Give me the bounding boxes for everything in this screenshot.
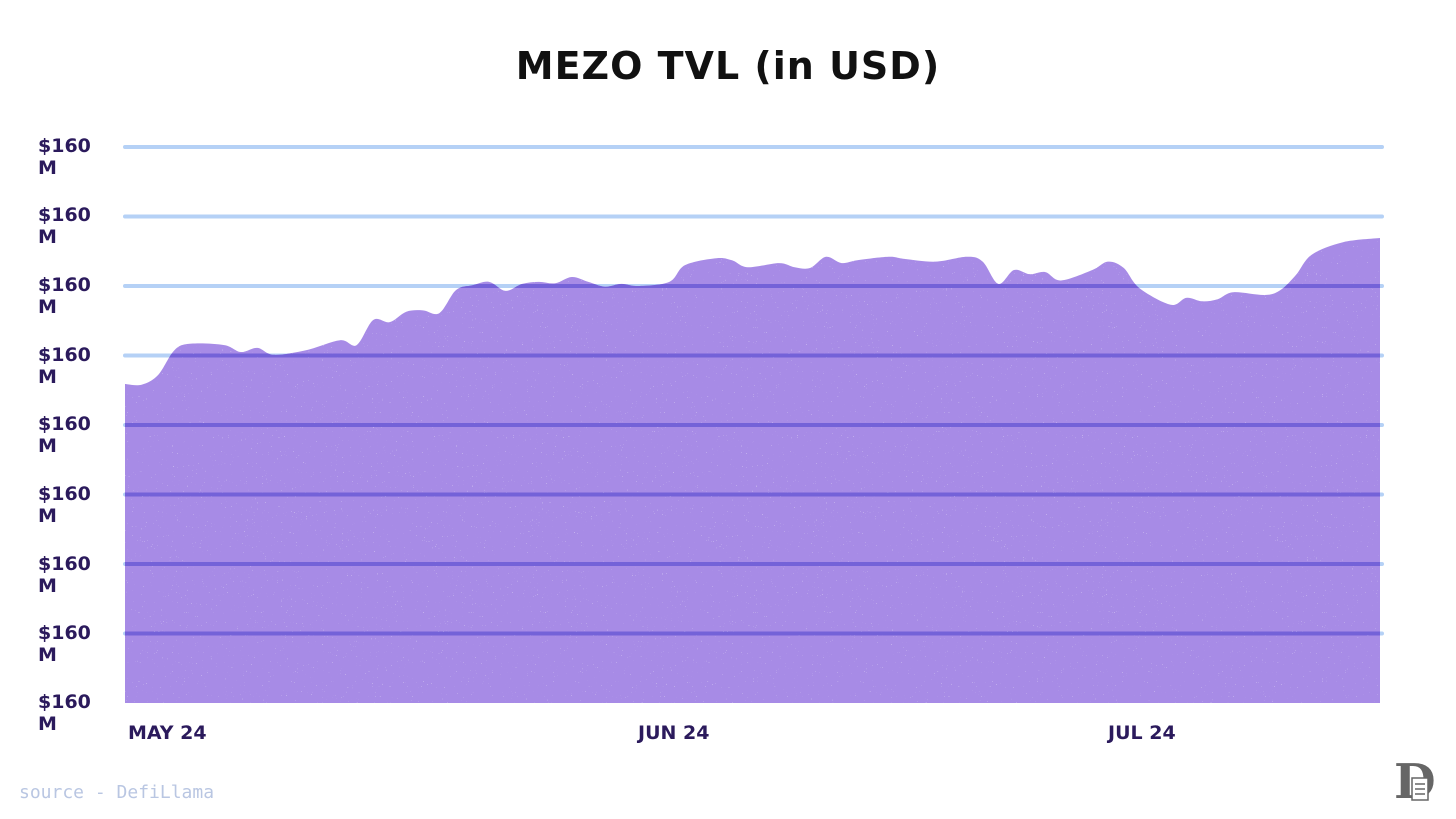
data-point [793, 265, 797, 269]
data-point [553, 281, 557, 285]
data-point [619, 282, 623, 286]
data-point [1122, 266, 1126, 270]
data-point [934, 260, 938, 264]
data-point [603, 285, 607, 289]
data-point [1028, 272, 1032, 276]
data-point [487, 280, 491, 284]
data-point [965, 255, 969, 259]
data-point [1294, 273, 1298, 277]
data-point [305, 348, 309, 352]
data-point [421, 308, 425, 312]
data-point [1278, 288, 1282, 292]
data-point [537, 280, 541, 284]
data-point [714, 256, 718, 260]
x-tick-label: MAY 24 [128, 722, 207, 744]
chart-title: MEZO TVL (in USD) [515, 44, 941, 88]
data-point [855, 258, 859, 262]
data-point [570, 275, 574, 279]
data-point [683, 263, 687, 267]
data-point [1043, 270, 1047, 274]
data-point [504, 289, 508, 293]
data-point [239, 350, 243, 354]
data-point [824, 255, 828, 259]
data-point [189, 342, 193, 346]
y-tick-label: $160 M [38, 553, 91, 597]
data-point [1012, 268, 1016, 272]
x-tick-label: JUN 24 [638, 722, 710, 744]
y-tick-label: $160 M [38, 135, 91, 179]
data-point [996, 282, 1000, 286]
data-point [887, 255, 891, 259]
data-point [338, 338, 342, 342]
y-tick-label: $160 M [38, 274, 91, 318]
data-point [730, 258, 734, 262]
data-point [1169, 303, 1173, 307]
data-point [437, 311, 441, 315]
y-tick-label: $160 M [38, 204, 91, 248]
data-point [272, 353, 276, 357]
data-point [1341, 240, 1345, 244]
data-point [1200, 299, 1204, 303]
x-tick-label: JUL 24 [1108, 722, 1176, 744]
data-point [636, 284, 640, 288]
data-point [1090, 268, 1094, 272]
brand-logo-icon: D [1394, 756, 1436, 804]
data-point [840, 261, 844, 265]
y-tick-label: $160 M [38, 483, 91, 527]
data-point [746, 265, 750, 269]
data-point [1106, 260, 1110, 264]
data-point [1378, 236, 1382, 240]
data-point [255, 346, 259, 350]
data-point [140, 383, 144, 387]
data-point [808, 266, 812, 270]
y-tick-label: $160 M [38, 691, 91, 735]
data-point [355, 343, 359, 347]
y-tick-label: $160 M [38, 344, 91, 388]
data-point [388, 320, 392, 324]
data-point [1263, 293, 1267, 297]
data-point [667, 280, 671, 284]
data-point [1310, 253, 1314, 257]
data-point [981, 260, 985, 264]
data-point [902, 257, 906, 261]
data-point [173, 348, 177, 352]
data-point [1216, 297, 1220, 301]
source-caption: source - DefiLlama [19, 782, 215, 803]
data-point [1137, 286, 1141, 290]
data-point [156, 373, 160, 377]
data-point [586, 280, 590, 284]
data-point [471, 283, 475, 287]
data-point [371, 318, 375, 322]
data-point [454, 288, 458, 292]
y-tick-label: $160 M [38, 413, 91, 457]
y-tick-label: $160 M [38, 622, 91, 666]
data-point [123, 382, 127, 386]
data-point [777, 261, 781, 265]
data-point [404, 310, 408, 314]
data-point [520, 282, 524, 286]
data-point [222, 343, 226, 347]
data-point [1231, 290, 1235, 294]
data-point [1184, 296, 1188, 300]
data-point [1059, 278, 1063, 282]
